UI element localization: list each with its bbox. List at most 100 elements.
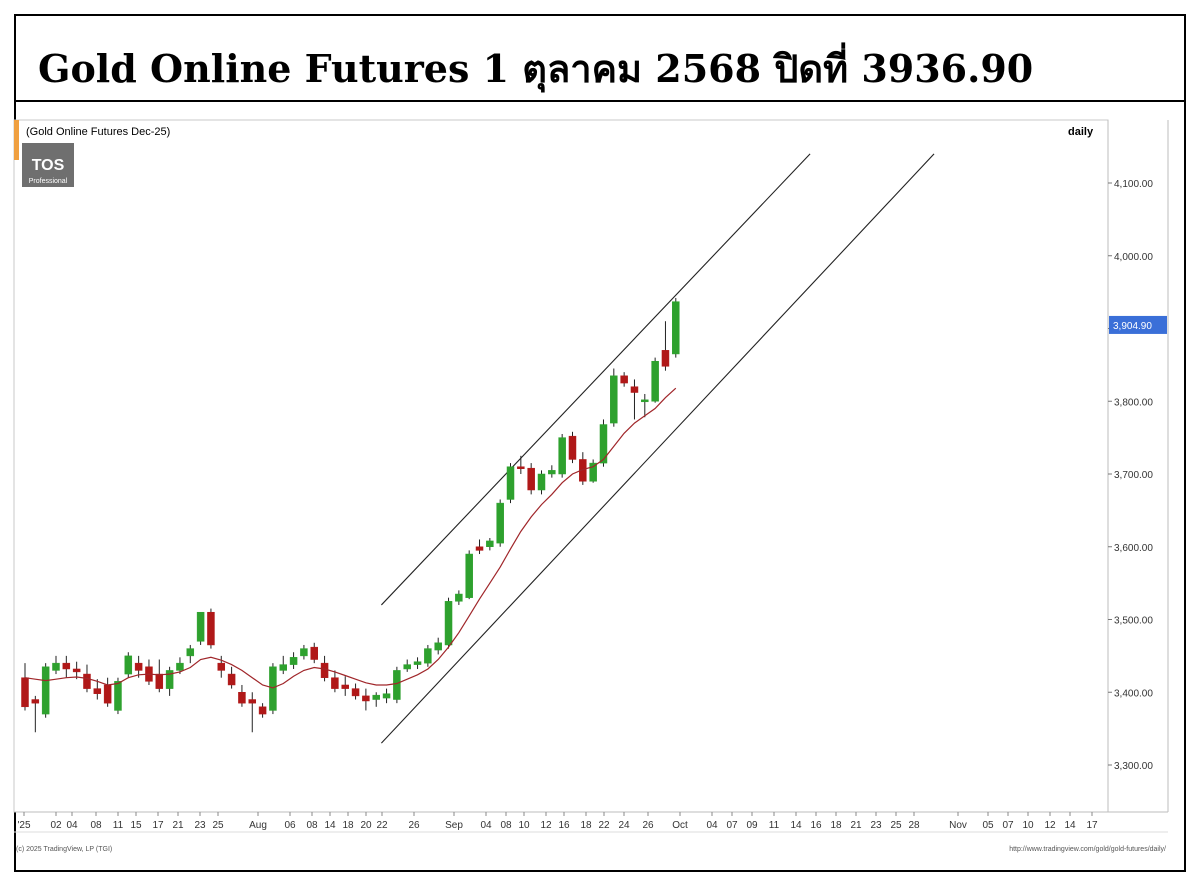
x-tick-label: 12 xyxy=(540,820,552,831)
candle-body-up xyxy=(444,601,453,646)
candle-body-up xyxy=(599,424,608,464)
x-tick-label: 23 xyxy=(194,820,206,831)
candle-body-up xyxy=(279,664,287,671)
y-tick-label: 3,300.00 xyxy=(1114,761,1153,772)
x-tick-label: 16 xyxy=(558,820,570,831)
candle-body-up xyxy=(548,470,556,475)
candle-body-up xyxy=(610,375,618,424)
x-tick-label: 04 xyxy=(66,820,78,831)
candle-body-down xyxy=(320,662,329,678)
y-tick-label: 3,400.00 xyxy=(1114,688,1153,699)
x-tick-label: 18 xyxy=(580,820,592,831)
candle-body-up xyxy=(672,301,680,355)
candle-body-up xyxy=(486,540,494,547)
candle-body-down xyxy=(134,662,143,671)
title-row: Gold Online Futures 1 ตุลาคม 2568 ปิดที่… xyxy=(14,14,1186,102)
x-tick-label: Nov xyxy=(949,820,967,831)
candle-body-up xyxy=(382,693,391,699)
x-tick-label: 18 xyxy=(342,820,354,831)
x-tick-label: 04 xyxy=(480,820,492,831)
x-tick-label: 22 xyxy=(376,820,388,831)
candle-body-down xyxy=(248,699,257,704)
candle-body-up xyxy=(506,466,515,500)
candle-body-down xyxy=(351,688,360,697)
last-price-label: 3,904.90 xyxy=(1113,321,1152,332)
x-tick-label: 11 xyxy=(113,820,124,831)
x-tick-label: 07 xyxy=(726,820,738,831)
x-tick-label: 05 xyxy=(982,820,994,831)
candle-body-up xyxy=(651,360,659,402)
x-tick-label: 12 xyxy=(1044,820,1056,831)
x-tick-label: 07 xyxy=(1002,820,1014,831)
x-tick-label: 21 xyxy=(850,820,862,831)
candle-body-up xyxy=(289,657,298,665)
candle-body-up xyxy=(372,694,380,700)
x-tick-label: Aug xyxy=(249,820,267,831)
candle-body-down xyxy=(310,646,318,660)
source-url: http://www.tradingview.com/gold/gold-fut… xyxy=(1009,846,1166,853)
y-tick-label: 3,700.00 xyxy=(1114,470,1153,481)
logo-badge xyxy=(22,143,74,187)
y-tick-label: 3,800.00 xyxy=(1114,397,1153,408)
x-tick-label: 10 xyxy=(518,820,530,831)
candle-body-down xyxy=(217,662,226,671)
candle-body-down xyxy=(227,673,236,686)
x-tick-label: 25 xyxy=(890,820,902,831)
x-tick-label: Sep xyxy=(445,820,463,831)
candle-body-down xyxy=(579,459,587,482)
candle-body-up xyxy=(465,553,473,598)
candle-body-up xyxy=(114,681,122,711)
candle-body-up xyxy=(52,662,60,671)
candle-body-down xyxy=(517,466,525,469)
candle-body-up xyxy=(165,670,174,689)
candle-body-down xyxy=(258,706,267,715)
candle-body-up xyxy=(641,399,649,403)
candle-body-down xyxy=(527,467,535,491)
x-tick-label: 28 xyxy=(908,820,920,831)
x-tick-label: 14 xyxy=(790,820,802,831)
candle-body-down xyxy=(207,611,215,646)
candle-body-up xyxy=(413,661,422,665)
x-tick-label: 20 xyxy=(360,820,372,831)
logo-subtext: Professional xyxy=(29,178,68,185)
candle-body-up xyxy=(558,437,566,475)
copyright-text: (c) 2025 TradingView, LP (TGI) xyxy=(16,846,112,853)
candle-body-down xyxy=(568,435,577,460)
candle-body-up xyxy=(124,655,133,675)
candle-body-down xyxy=(62,662,71,670)
x-tick-label: 02 xyxy=(50,820,62,831)
moving-average-line xyxy=(24,387,677,689)
x-tick-label: 18 xyxy=(830,820,842,831)
x-tick-label: 23 xyxy=(870,820,882,831)
candle-body-up xyxy=(496,502,504,544)
x-tick-label: 06 xyxy=(284,820,296,831)
candle-body-up xyxy=(393,670,401,700)
x-tick-label: 25 xyxy=(212,820,224,831)
candle-body-down xyxy=(83,673,91,689)
candle-body-down xyxy=(620,375,628,384)
candle-body-down xyxy=(331,677,339,689)
chart-title: (Gold Online Futures Dec-25) xyxy=(26,126,170,138)
x-tick-label: 21 xyxy=(172,820,184,831)
candle-body-up xyxy=(455,593,463,602)
candle-body-down xyxy=(72,668,81,673)
x-tick-label: 14 xyxy=(324,820,336,831)
y-tick-label: 3,500.00 xyxy=(1114,616,1153,627)
candle-body-down xyxy=(661,350,670,367)
x-tick-label: 26 xyxy=(642,820,654,831)
candle-body-up xyxy=(41,666,50,715)
interval-label: daily xyxy=(1068,126,1094,138)
x-tick-label: 16 xyxy=(810,820,822,831)
candle-body-down xyxy=(238,692,246,704)
x-tick-label: 26 xyxy=(408,820,420,831)
candle-body-down xyxy=(103,684,112,704)
candle-body-up xyxy=(186,648,195,657)
candle-body-up xyxy=(537,473,546,491)
x-tick-label: '25 xyxy=(17,820,30,831)
x-tick-label: 10 xyxy=(1022,820,1034,831)
x-tick-label: 04 xyxy=(706,820,718,831)
x-tick-label: 08 xyxy=(500,820,512,831)
candle-body-down xyxy=(475,546,484,551)
candle-body-down xyxy=(31,699,40,704)
last-price-box xyxy=(1109,315,1167,334)
